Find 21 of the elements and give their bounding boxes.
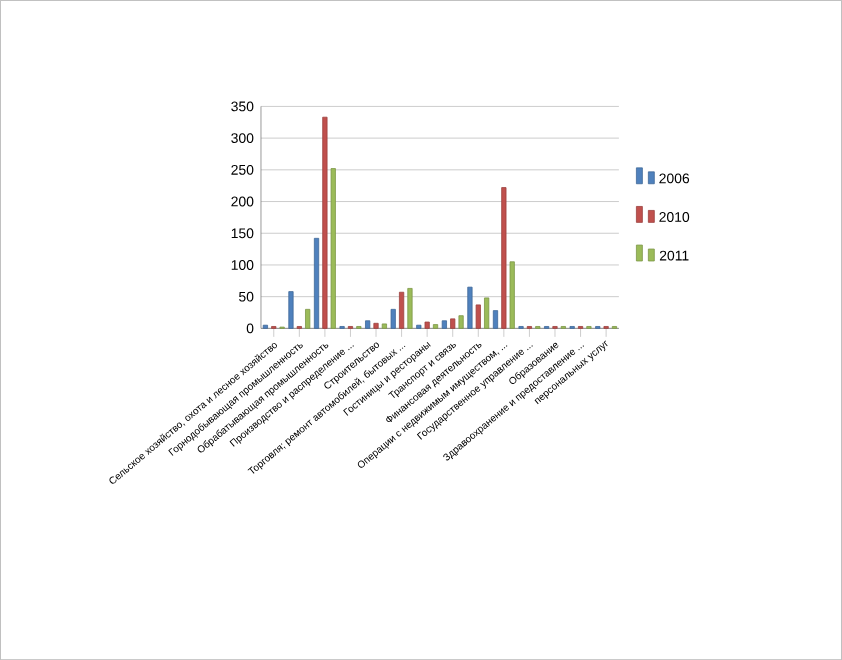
bar — [288, 291, 294, 329]
bar — [407, 287, 413, 329]
bar — [330, 168, 336, 329]
bar — [365, 320, 371, 329]
bar — [390, 308, 396, 329]
bar — [373, 322, 379, 329]
bar — [399, 291, 405, 329]
bar — [475, 304, 481, 329]
bar — [322, 116, 328, 329]
bar — [501, 187, 507, 329]
bar — [305, 308, 311, 329]
bar — [381, 323, 387, 329]
bar — [313, 237, 320, 329]
bar — [467, 286, 473, 329]
bar — [484, 297, 490, 329]
bar — [450, 318, 456, 329]
bar — [458, 315, 464, 329]
bar — [492, 310, 499, 329]
bar — [441, 320, 447, 329]
bar — [424, 321, 430, 329]
bar — [509, 261, 515, 329]
